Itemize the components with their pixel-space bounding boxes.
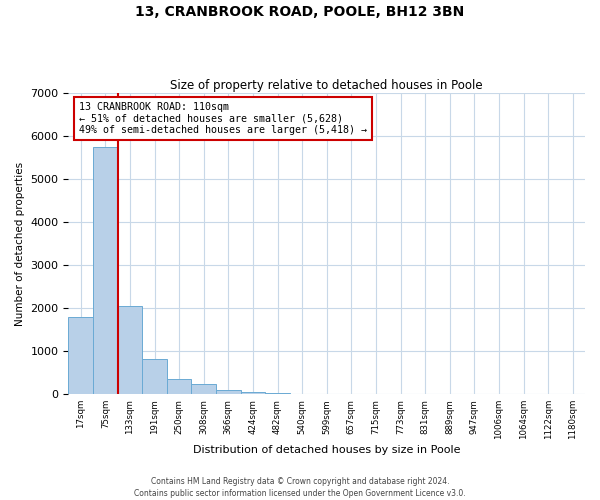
- Bar: [216, 390, 241, 394]
- Y-axis label: Number of detached properties: Number of detached properties: [15, 162, 25, 326]
- Bar: [93, 147, 118, 394]
- Text: 13 CRANBROOK ROAD: 110sqm
← 51% of detached houses are smaller (5,628)
49% of se: 13 CRANBROOK ROAD: 110sqm ← 51% of detac…: [79, 102, 367, 136]
- Bar: [118, 306, 142, 394]
- Bar: [142, 359, 167, 394]
- Bar: [68, 317, 93, 394]
- Text: Contains HM Land Registry data © Crown copyright and database right 2024.
Contai: Contains HM Land Registry data © Crown c…: [134, 476, 466, 498]
- Bar: [241, 392, 265, 394]
- X-axis label: Distribution of detached houses by size in Poole: Distribution of detached houses by size …: [193, 445, 460, 455]
- Title: Size of property relative to detached houses in Poole: Size of property relative to detached ho…: [170, 79, 483, 92]
- Bar: [191, 384, 216, 394]
- Bar: [265, 393, 290, 394]
- Bar: [167, 378, 191, 394]
- Text: 13, CRANBROOK ROAD, POOLE, BH12 3BN: 13, CRANBROOK ROAD, POOLE, BH12 3BN: [136, 5, 464, 19]
